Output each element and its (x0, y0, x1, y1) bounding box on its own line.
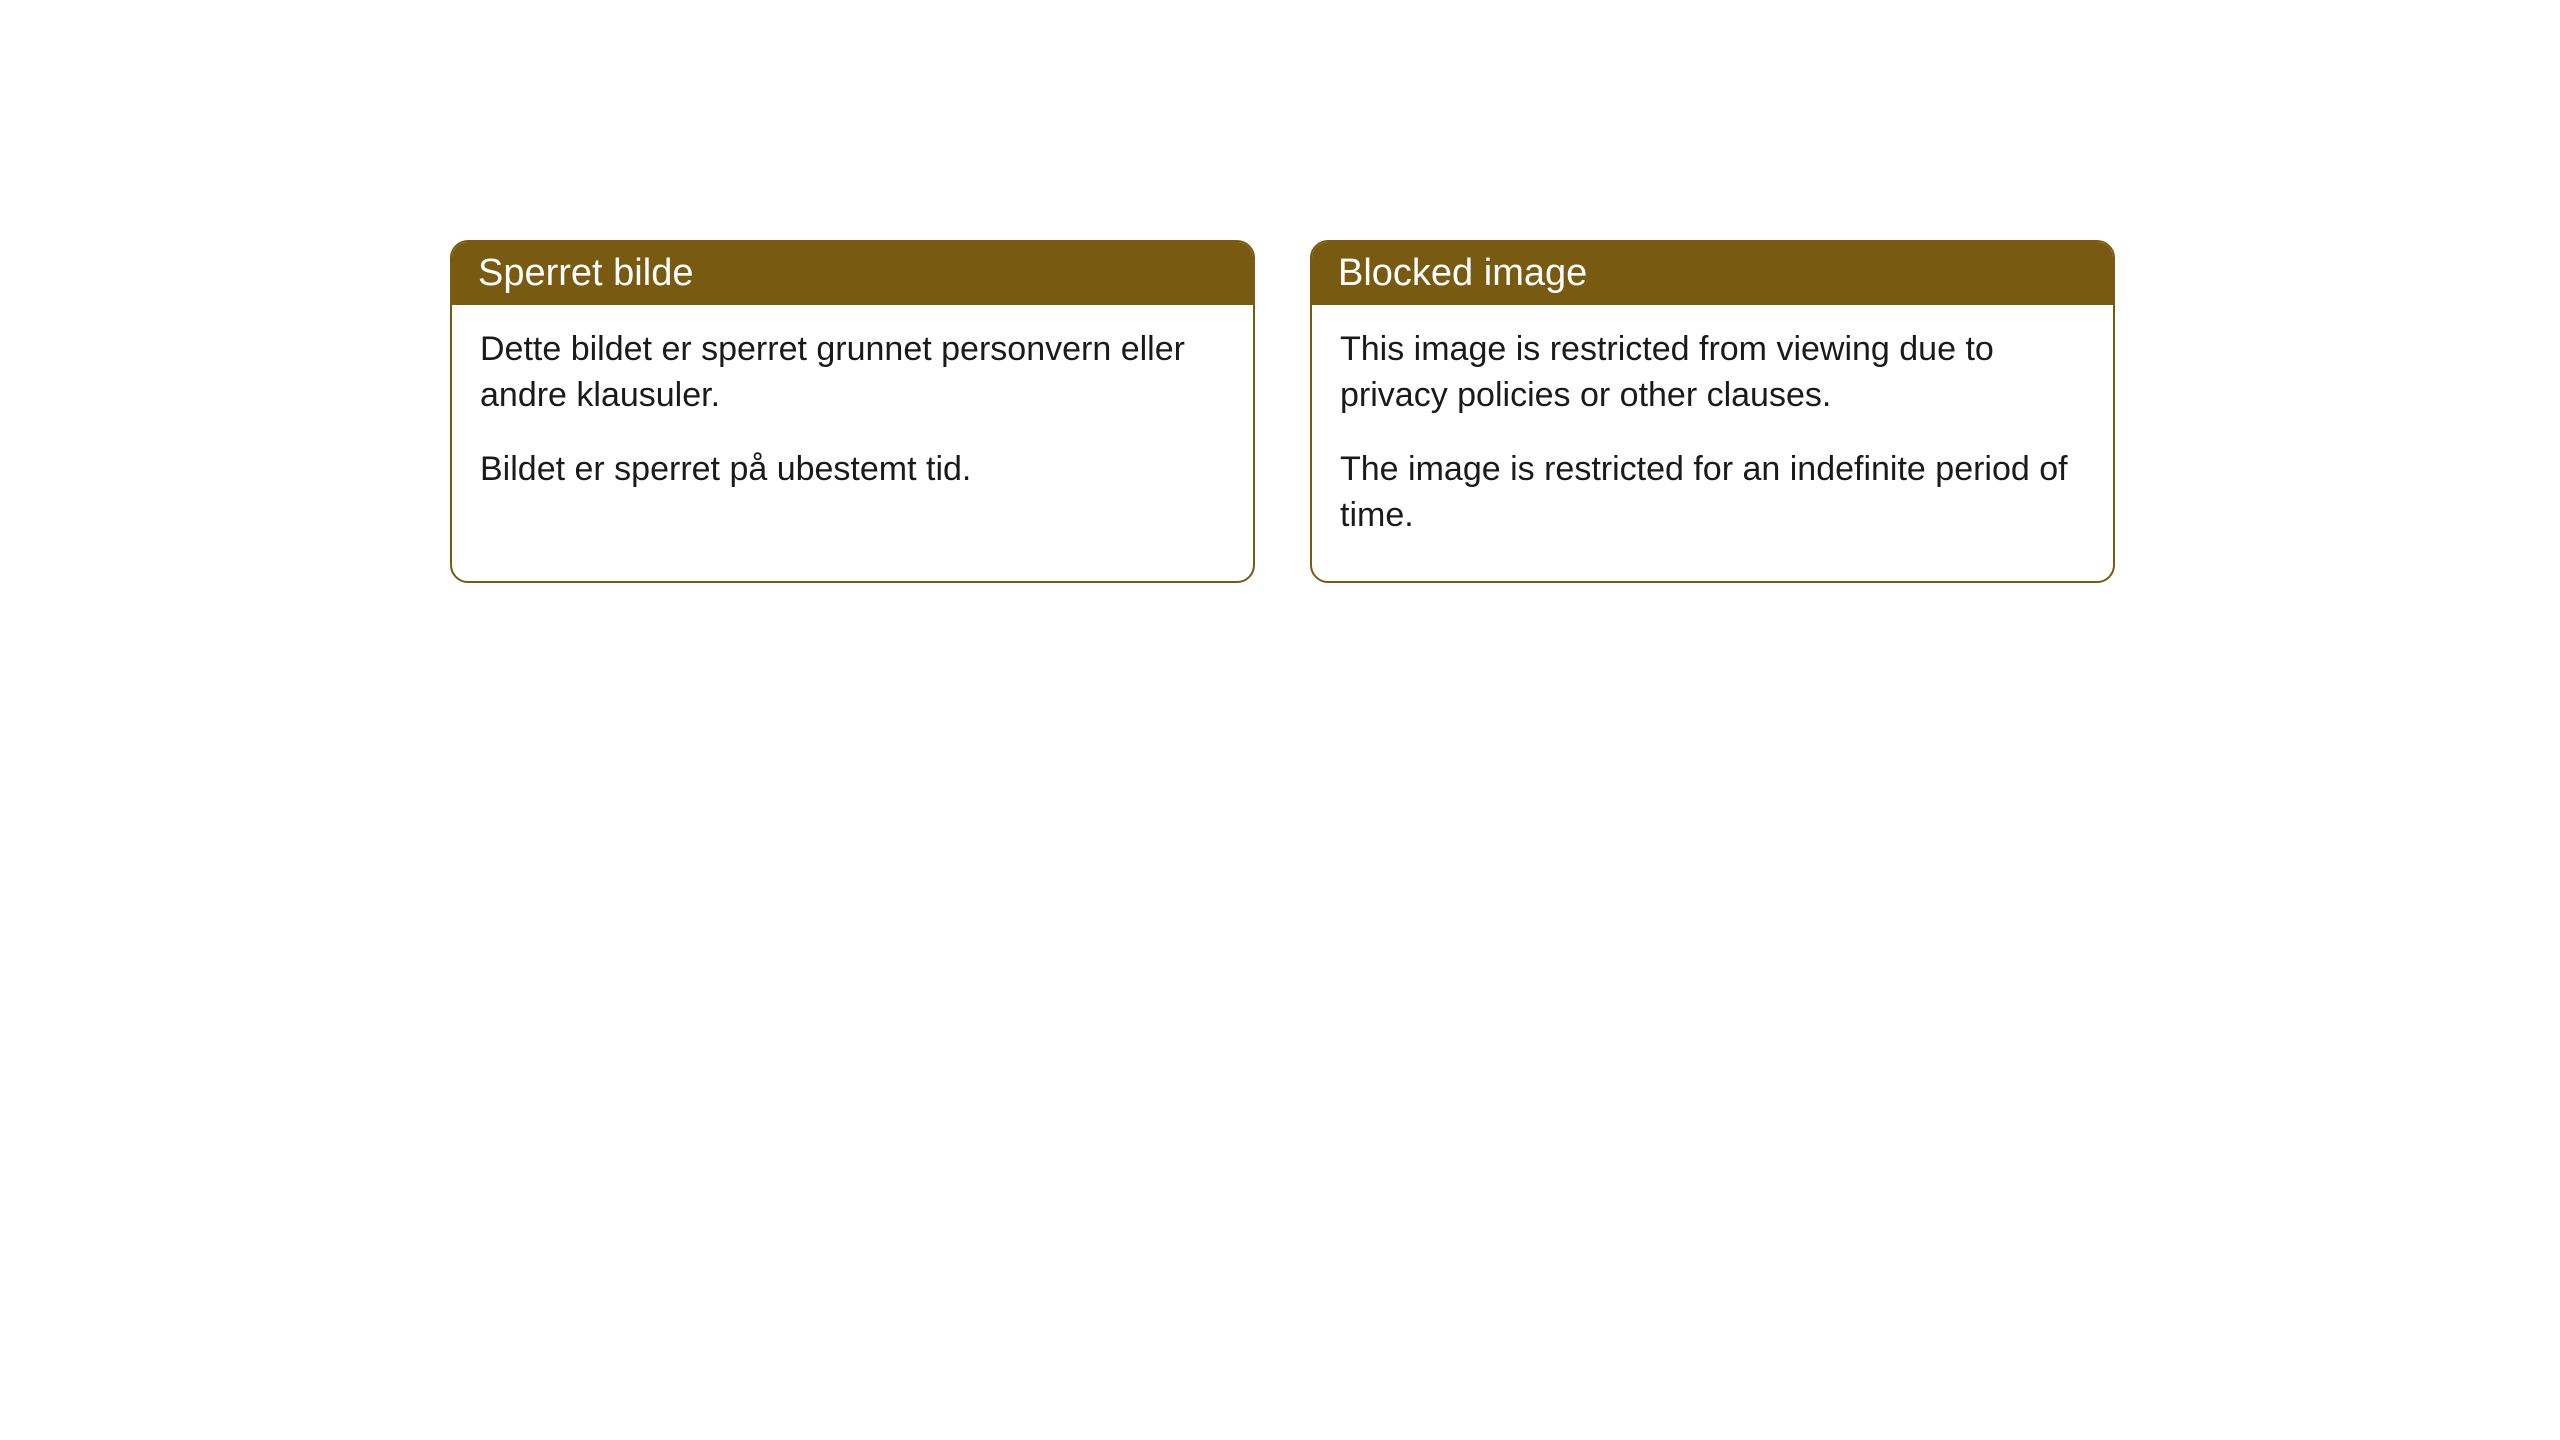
card-title: Sperret bilde (478, 252, 693, 294)
notice-cards-container: Sperret bilde Dette bildet er sperret gr… (450, 240, 2115, 583)
card-header: Sperret bilde (452, 242, 1253, 305)
card-title: Blocked image (1338, 252, 1587, 294)
card-body: This image is restricted from viewing du… (1312, 305, 2113, 581)
card-header: Blocked image (1312, 242, 2113, 305)
card-paragraph: Bildet er sperret på ubestemt tid. (480, 447, 1225, 493)
card-paragraph: The image is restricted for an indefinit… (1340, 447, 2085, 539)
card-paragraph: This image is restricted from viewing du… (1340, 327, 2085, 419)
card-paragraph: Dette bildet er sperret grunnet personve… (480, 327, 1225, 419)
card-body: Dette bildet er sperret grunnet personve… (452, 305, 1253, 535)
blocked-image-card-english: Blocked image This image is restricted f… (1310, 240, 2115, 583)
blocked-image-card-norwegian: Sperret bilde Dette bildet er sperret gr… (450, 240, 1255, 583)
